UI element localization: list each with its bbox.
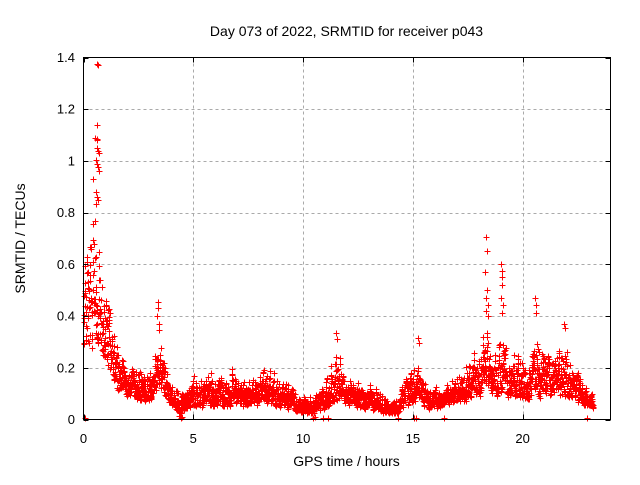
chart-title: Day 073 of 2022, SRMTID for receiver p04…: [210, 23, 483, 39]
x-tick-label: 15: [406, 431, 420, 446]
x-tick-label: 5: [190, 431, 197, 446]
x-axis-tick-labels: 0 5 10 15 20: [80, 431, 530, 446]
y-tick-label: 0.2: [57, 360, 75, 375]
y-tick-label: 1: [68, 153, 75, 168]
y-tick-label: 0: [68, 412, 75, 427]
x-tick-label: 10: [296, 431, 310, 446]
data-points: [81, 61, 597, 422]
plot-border: [83, 57, 611, 420]
x-tick-label: 20: [515, 431, 529, 446]
y-tick-label: 0.6: [57, 257, 75, 272]
y-tick-label: 1.2: [57, 102, 75, 117]
y-tick-label: 1.4: [57, 50, 75, 65]
y-axis-label: SRMTID / TECUs: [12, 183, 28, 293]
x-axis-label: GPS time / hours: [293, 453, 400, 469]
scatter-plus-markers: [81, 61, 597, 422]
x-tick-label: 0: [80, 431, 87, 446]
axis-tick-marks: [83, 57, 611, 421]
y-axis-tick-labels: 0 0.2 0.4 0.6 0.8 1 1.2 1.4: [57, 50, 75, 427]
y-tick-label: 0.4: [57, 309, 75, 324]
y-tick-label: 0.8: [57, 205, 75, 220]
